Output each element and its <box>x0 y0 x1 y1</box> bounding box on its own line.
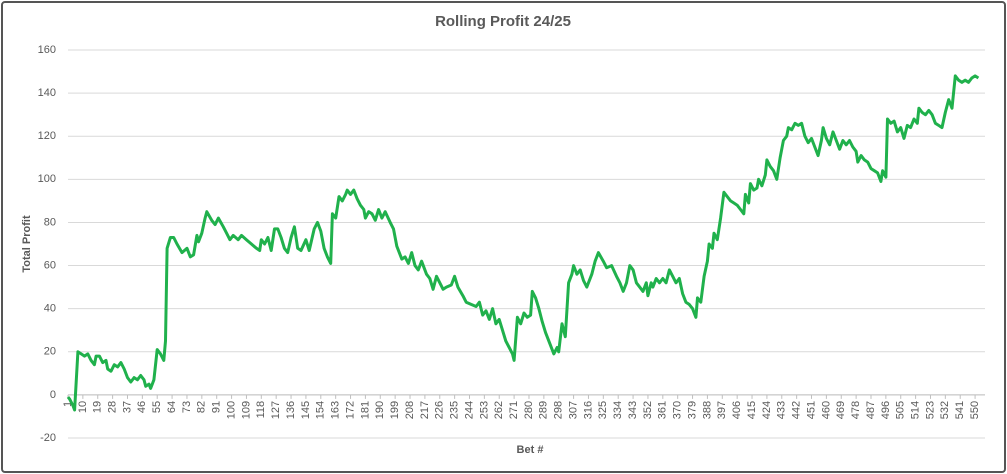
y-tick-label: 140 <box>38 87 56 99</box>
x-tick-label: 172 <box>344 401 356 419</box>
x-axis-title: Bet # <box>517 444 544 456</box>
x-tick-label: 163 <box>330 401 342 419</box>
x-tick-label: 469 <box>835 401 847 419</box>
x-tick-label: 10 <box>77 401 89 413</box>
x-tick-label: 145 <box>300 401 312 419</box>
x-tick-label: 127 <box>270 401 282 419</box>
x-tick-label: 289 <box>538 401 550 419</box>
data-line <box>66 74 980 412</box>
x-tick-label: 460 <box>820 401 832 419</box>
x-tick-label: 370 <box>672 401 684 419</box>
x-tick-label: 523 <box>924 401 936 419</box>
x-tick-label: 451 <box>805 401 817 419</box>
x-tick-label: 73 <box>181 401 193 413</box>
x-tick-label: 91 <box>211 401 223 413</box>
x-tick-label: 46 <box>136 401 148 413</box>
y-tick-label: 40 <box>44 303 56 315</box>
x-tick-label: 397 <box>716 401 728 419</box>
x-tick-label: 181 <box>359 401 371 419</box>
x-tick-label: 154 <box>315 401 327 419</box>
x-tick-label: 244 <box>463 401 475 419</box>
x-tick-label: 307 <box>567 401 579 419</box>
x-tick-label: 208 <box>404 401 416 419</box>
x-tick-label: 388 <box>701 401 713 419</box>
x-tick-label: 352 <box>642 401 654 419</box>
x-tick-label: 415 <box>746 401 758 419</box>
x-tick-label: 28 <box>107 401 119 413</box>
x-tick-label: 109 <box>240 401 252 419</box>
x-tick-label: 361 <box>657 401 669 419</box>
x-tick-label: 82 <box>196 401 208 413</box>
x-tick-label: 19 <box>92 401 104 413</box>
y-axis-title: Total Profit <box>21 215 33 273</box>
x-tick-label: 235 <box>449 401 461 419</box>
y-tick-label: 60 <box>44 259 56 271</box>
x-tick-label: 487 <box>865 401 877 419</box>
y-tick-label: 0 <box>50 389 56 401</box>
x-tick-label: 55 <box>151 401 163 413</box>
x-tick-label: 433 <box>776 401 788 419</box>
x-tick-label: 190 <box>374 401 386 419</box>
x-tick-label: 199 <box>389 401 401 419</box>
x-tick-label: 496 <box>880 401 892 419</box>
x-tick-label: 532 <box>939 401 951 419</box>
x-tick-label: 325 <box>597 401 609 419</box>
x-tick-label: 253 <box>478 401 490 419</box>
x-tick-label: 64 <box>166 401 178 413</box>
x-tick-label: 343 <box>627 401 639 419</box>
x-tick-label: 262 <box>493 401 505 419</box>
x-tick-label: 550 <box>969 401 981 419</box>
y-tick-label: 20 <box>44 346 56 358</box>
x-tick-label: 100 <box>225 401 237 419</box>
x-tick-label: 226 <box>434 401 446 419</box>
y-tick-label: 160 <box>38 44 56 56</box>
x-tick-label: 316 <box>582 401 594 419</box>
x-tick-label: 1 <box>62 401 74 407</box>
x-tick-label: 478 <box>850 401 862 419</box>
x-tick-label: 118 <box>255 401 267 419</box>
x-tick-label: 379 <box>686 401 698 419</box>
x-tick-label: 271 <box>508 401 520 419</box>
y-tick-label: -20 <box>40 432 56 444</box>
x-tick-label: 442 <box>791 401 803 419</box>
chart-title: Rolling Profit 24/25 <box>435 13 571 30</box>
y-tick-label: 100 <box>38 173 56 185</box>
x-tick-label: 505 <box>895 401 907 419</box>
y-tick-label: 80 <box>44 216 56 228</box>
x-tick-label: 514 <box>910 401 922 419</box>
x-tick-label: 298 <box>553 401 565 419</box>
x-tick-label: 280 <box>523 401 535 419</box>
y-tick-label: 120 <box>38 130 56 142</box>
x-tick-label: 136 <box>285 401 297 419</box>
x-tick-label: 334 <box>612 401 624 419</box>
x-tick-label: 37 <box>121 401 133 413</box>
x-tick-label: 406 <box>731 401 743 419</box>
x-tick-label: 424 <box>761 401 773 419</box>
x-tick-label: 541 <box>954 401 966 419</box>
x-tick-label: 217 <box>419 401 431 419</box>
